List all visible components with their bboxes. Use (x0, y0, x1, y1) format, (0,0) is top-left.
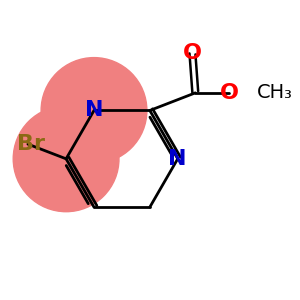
Circle shape (13, 106, 119, 212)
Text: O: O (220, 83, 238, 103)
Text: CH₃: CH₃ (257, 83, 293, 102)
Text: N: N (169, 149, 187, 169)
Circle shape (41, 58, 147, 164)
Text: Br: Br (17, 134, 45, 154)
Text: N: N (85, 100, 103, 121)
Text: O: O (183, 43, 202, 63)
